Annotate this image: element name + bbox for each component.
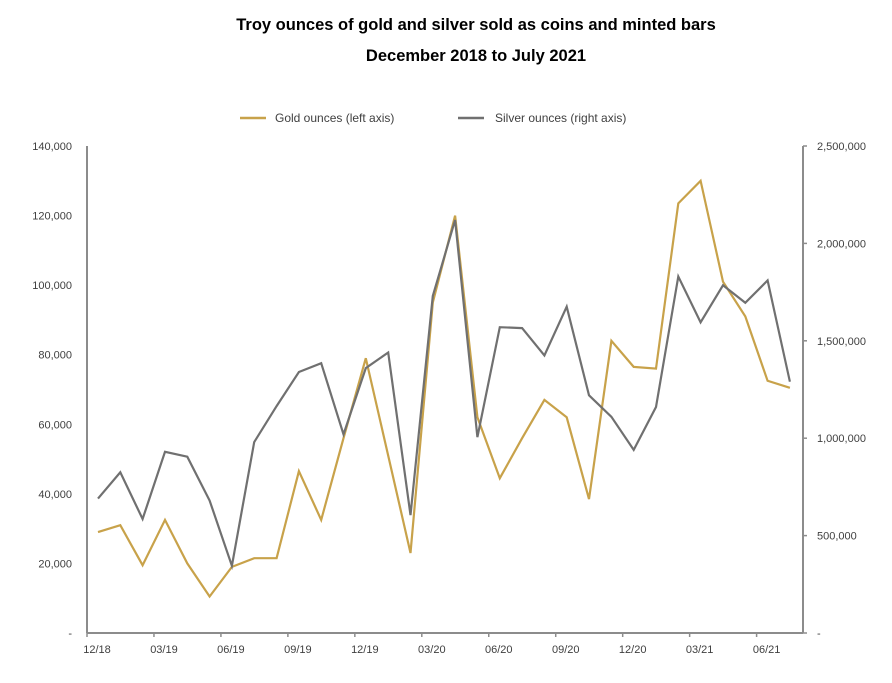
x-axis-ticks: 12/18 03/19 06/19 09/19 12/19 03/20 06/20 09/20…: [83, 633, 780, 656]
x-tick-label: 12/18: [83, 644, 111, 656]
legend-label-silver: Silver ounces (right axis): [495, 111, 626, 125]
right-axis-ticks: - 500,000 1,000,000 1,500,000 2,000,000 2,500…: [803, 141, 866, 640]
series-line-gold: [97, 178, 791, 599]
right-tick-label: 500,000: [817, 531, 857, 543]
right-tick-label: 2,500,000: [817, 141, 866, 153]
x-tick-label: 09/20: [552, 644, 580, 656]
x-tick-label: 03/19: [150, 644, 178, 656]
axes: [86, 146, 804, 634]
legend-label-gold: Gold ounces (left axis): [275, 111, 394, 125]
left-tick-label: -: [68, 628, 72, 640]
left-tick-label: 40,000: [38, 489, 72, 501]
x-tick-label: 12/19: [351, 644, 379, 656]
left-tick-label: 60,000: [38, 419, 72, 431]
right-tick-label: -: [817, 628, 821, 640]
left-tick-label: 80,000: [38, 350, 72, 362]
left-tick-label: 100,000: [32, 280, 72, 292]
chart-subtitle: December 2018 to July 2021: [365, 47, 587, 65]
x-tick-label: 03/21: [686, 644, 714, 656]
x-tick-label: 06/20: [485, 644, 513, 656]
left-axis-ticks: - 20,000 40,000 60,000 80,000 100,000 120,000 1…: [32, 141, 72, 640]
legend: Gold ounces (left axis) Silver ounces (r…: [240, 111, 626, 125]
left-tick-label: 120,000: [32, 211, 72, 223]
x-tick-label: 12/20: [619, 644, 647, 656]
right-tick-label: 1,500,000: [817, 336, 866, 348]
left-tick-label: 140,000: [32, 141, 72, 153]
x-tick-label: 09/19: [284, 644, 312, 656]
series-line-silver: [97, 219, 791, 571]
right-tick-label: 2,000,000: [817, 238, 866, 250]
right-tick-label: 1,000,000: [817, 433, 866, 445]
series-lines: [97, 178, 791, 599]
x-tick-label: 06/19: [217, 644, 245, 656]
left-tick-label: 20,000: [38, 558, 72, 570]
x-tick-label: 03/20: [418, 644, 446, 656]
chart-title: Troy ounces of gold and silver sold as c…: [236, 16, 716, 34]
x-tick-label: 06/21: [753, 644, 781, 656]
